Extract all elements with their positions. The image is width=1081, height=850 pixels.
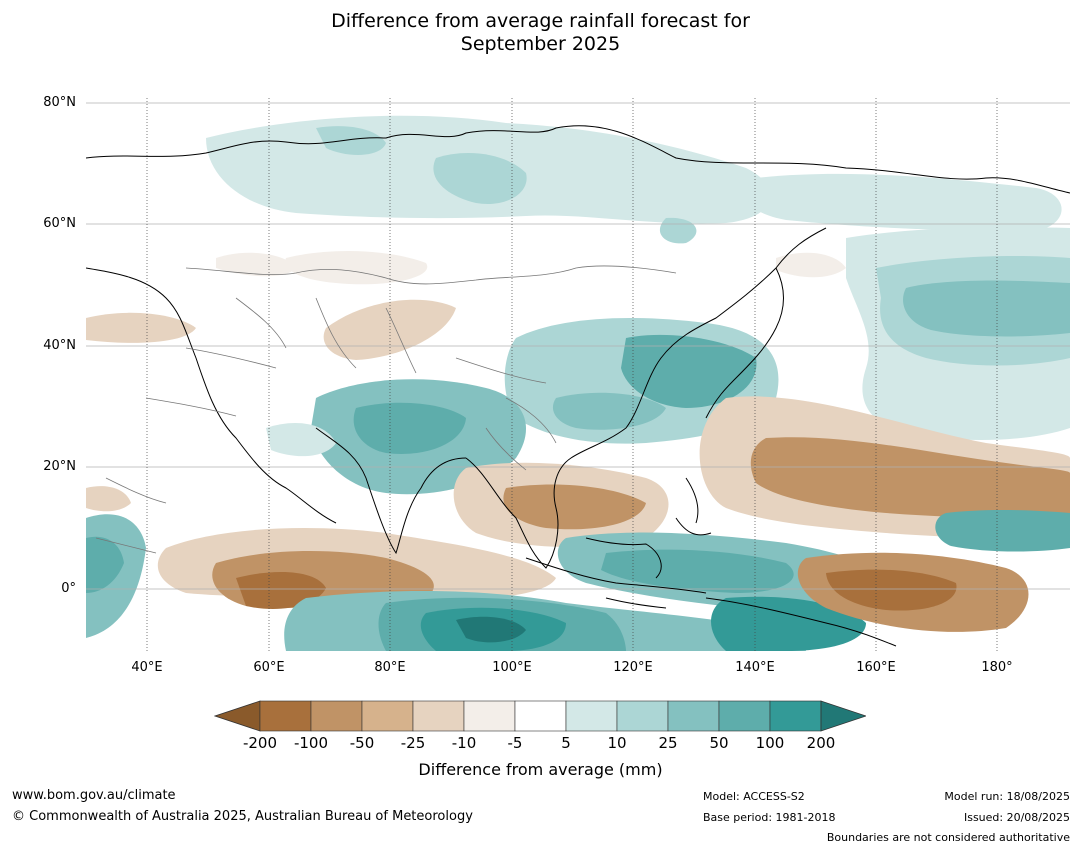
lon-label-40e: 40°E (131, 660, 163, 675)
colorbar-label: Difference from average (mm) (418, 760, 663, 779)
lat-label-80n: 80°N (43, 95, 76, 110)
issued-date: Issued: 20/08/2025 (963, 811, 1070, 824)
colorbar-segment (667, 700, 720, 732)
colorbar-segment (412, 700, 465, 732)
graticule (86, 102, 1070, 590)
title-line-2: September 2025 (460, 33, 621, 55)
colorbar-tick-label: 5 (561, 734, 571, 752)
map-title: Difference from average rainfall forecas… (0, 10, 1081, 56)
website-url[interactable]: www.bom.gov.au/climate (12, 788, 176, 803)
colorbar-tick-label: -5 (507, 734, 523, 752)
coastlines (85, 125, 1071, 647)
lat-label-0: 0° (61, 581, 76, 596)
colorbar-extend-high (820, 700, 866, 732)
colorbar-extend-low (214, 700, 261, 732)
colorbar-segment (310, 700, 363, 732)
lat-label-60n: 60°N (43, 216, 76, 231)
lon-label-100e: 100°E (492, 660, 532, 675)
rainfall-anomaly-map (85, 98, 1071, 651)
colorbar-segment (259, 700, 312, 732)
colorbar-tick-label: 50 (709, 734, 729, 752)
colorbar-tick-label: 10 (607, 734, 627, 752)
base-period: Base period: 1981-2018 (703, 811, 836, 824)
copyright-notice: © Commonwealth of Australia 2025, Austra… (12, 809, 473, 824)
colorbar-tick-label: -25 (400, 734, 426, 752)
lon-label-140e: 140°E (735, 660, 775, 675)
colorbar-tick-label: 25 (658, 734, 678, 752)
lat-label-40n: 40°N (43, 338, 76, 353)
colorbar-tick-label: -50 (349, 734, 375, 752)
lon-label-120e: 120°E (613, 660, 653, 675)
country-boundaries (95, 265, 677, 554)
colorbar-segment (718, 700, 771, 732)
colorbar-tick-label: 200 (806, 734, 836, 752)
colorbar-tick-label: 100 (755, 734, 785, 752)
colorbar-segment (514, 700, 567, 732)
colorbar (214, 700, 866, 732)
boundaries-disclaimer: Boundaries are not considered authoritat… (826, 831, 1070, 844)
lon-label-80e: 80°E (374, 660, 406, 675)
lon-label-160e: 160°E (856, 660, 896, 675)
colorbar-tick-label: -200 (242, 734, 278, 752)
anomaly-fields (86, 98, 1070, 651)
title-line-1: Difference from average rainfall forecas… (331, 10, 750, 32)
colorbar-segment (616, 700, 669, 732)
colorbar-tick-label: -100 (293, 734, 329, 752)
model-name: Model: ACCESS-S2 (703, 790, 805, 803)
lon-label-60e: 60°E (253, 660, 285, 675)
colorbar-segment (361, 700, 414, 732)
colorbar-segment (565, 700, 618, 732)
lon-label-180: 180° (981, 660, 1013, 675)
colorbar-tick-label: -10 (451, 734, 477, 752)
meridians (146, 98, 998, 651)
lat-label-20n: 20°N (43, 459, 76, 474)
map-canvas (85, 98, 1071, 651)
colorbar-segment (463, 700, 516, 732)
colorbar-segment (769, 700, 822, 732)
model-run-date: Model run: 18/08/2025 (944, 790, 1070, 803)
